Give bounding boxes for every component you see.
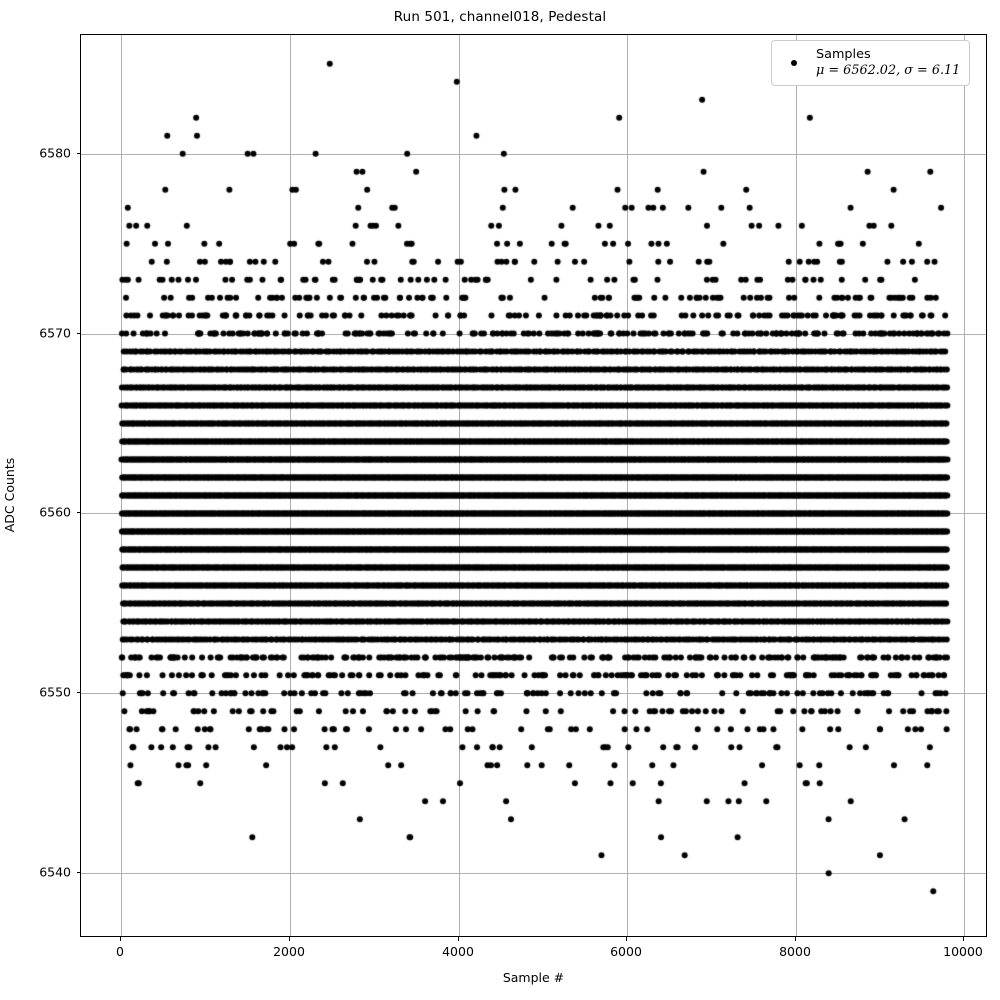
x-tick-label: 4000 [442, 944, 474, 959]
y-tick-mark [76, 692, 80, 693]
y-tick-mark [76, 512, 80, 513]
scatter-points-canvas [81, 35, 986, 936]
legend-series-label: Samples [816, 47, 871, 62]
legend-stats-label: μ = 6562.02, σ = 6.11 [816, 62, 961, 78]
y-tick-mark [76, 872, 80, 873]
y-tick-label: 6570 [39, 325, 71, 341]
scatter-data-layer [81, 35, 986, 936]
x-tick-label: 8000 [779, 944, 811, 959]
x-tick-label: 6000 [610, 944, 642, 959]
y-axis-label: ADC Counts [2, 457, 17, 533]
x-tick-mark [289, 937, 290, 941]
y-tick-mark [76, 153, 80, 154]
y-tick-label: 6550 [39, 684, 71, 700]
legend-box: Samples μ = 6562.02, σ = 6.11 [771, 40, 971, 87]
x-tick-label: 10000 [943, 944, 983, 959]
x-tick-mark [626, 937, 627, 941]
y-tick-label: 6560 [39, 504, 71, 520]
x-tick-mark [963, 937, 964, 941]
x-tick-label: 0 [116, 944, 124, 959]
x-tick-mark [120, 937, 121, 941]
plot-axes-area [80, 34, 987, 937]
scatter-dot-icon [791, 59, 797, 66]
x-tick-mark [458, 937, 459, 941]
x-tick-mark [795, 937, 796, 941]
y-tick-label: 6580 [39, 145, 71, 161]
legend-marker [781, 59, 807, 66]
legend-text-block: Samples μ = 6562.02, σ = 6.11 [816, 47, 960, 78]
x-axis-label: Sample # [502, 970, 565, 985]
y-tick-label: 6540 [39, 864, 71, 880]
page-title: Run 501, channel018, Pedestal [393, 9, 607, 25]
y-tick-mark [76, 333, 80, 334]
x-tick-label: 2000 [273, 944, 305, 959]
